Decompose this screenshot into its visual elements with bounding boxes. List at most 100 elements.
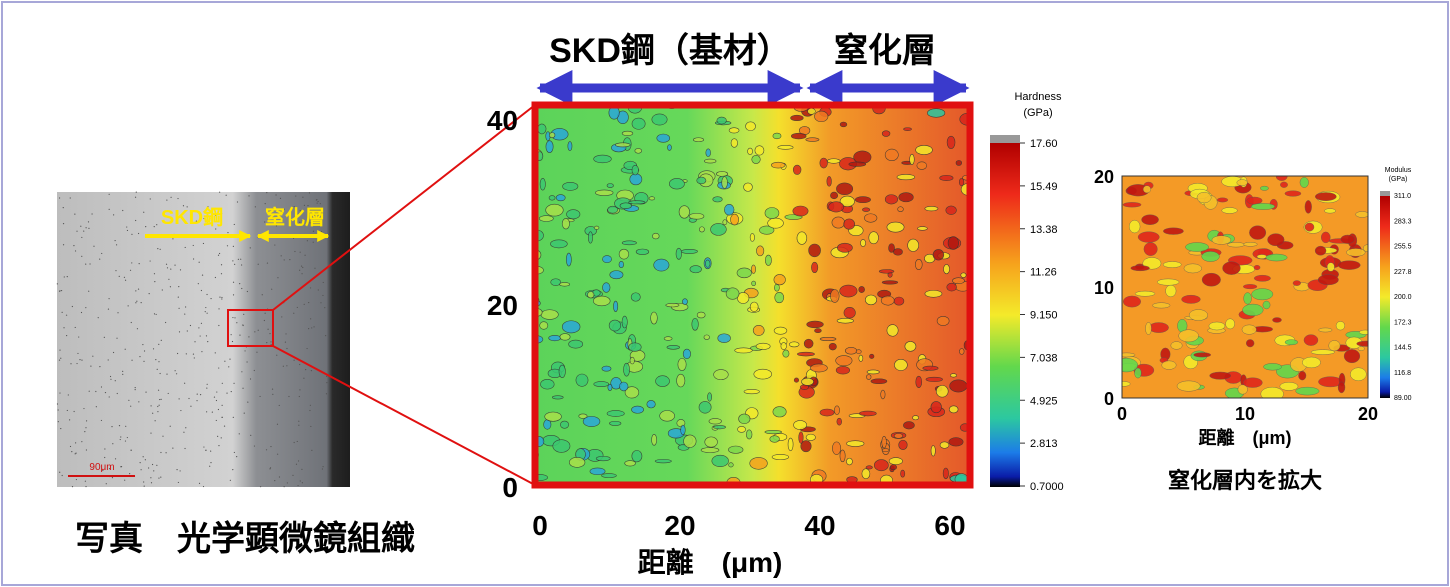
texture <box>266 449 267 450</box>
texture <box>63 223 64 224</box>
texture <box>781 343 787 350</box>
texture <box>713 425 725 428</box>
texture <box>619 249 629 259</box>
texture <box>1194 353 1211 358</box>
texture <box>1142 215 1159 225</box>
texture <box>77 353 78 354</box>
texture <box>144 350 145 351</box>
texture <box>885 149 898 161</box>
texture <box>206 294 207 295</box>
texture <box>682 299 687 305</box>
texture <box>829 202 844 212</box>
texture <box>156 314 157 315</box>
texture <box>170 197 171 198</box>
texture <box>233 383 234 384</box>
texture <box>1272 318 1281 323</box>
texture <box>797 352 814 356</box>
texture <box>887 222 904 232</box>
texture <box>168 279 169 280</box>
texture <box>207 313 208 314</box>
texture <box>804 339 813 348</box>
texture <box>60 358 61 359</box>
texture <box>215 352 216 353</box>
texture <box>120 436 121 437</box>
texture <box>1336 321 1345 330</box>
texture <box>716 171 727 176</box>
texture <box>810 364 827 372</box>
texture <box>120 439 121 440</box>
texture <box>689 213 704 219</box>
texture <box>170 426 171 427</box>
texture <box>218 255 219 256</box>
texture <box>885 195 897 204</box>
texture <box>889 244 895 253</box>
texture <box>111 426 112 427</box>
header-right: 窒化層 <box>834 32 936 70</box>
texture <box>607 183 613 187</box>
colorbar-label: 172.3 <box>1394 319 1412 326</box>
texture <box>270 341 271 342</box>
texture <box>849 162 866 167</box>
texture <box>707 393 711 402</box>
texture <box>267 329 268 330</box>
texture <box>317 202 318 203</box>
texture <box>1179 330 1199 342</box>
texture <box>1197 192 1211 203</box>
texture <box>879 270 894 274</box>
texture <box>262 294 263 295</box>
texture <box>215 277 216 278</box>
texture <box>277 454 278 455</box>
texture <box>286 365 287 366</box>
texture <box>806 138 819 142</box>
texture <box>320 302 321 303</box>
texture <box>224 361 225 362</box>
texture <box>113 352 114 353</box>
texture <box>115 458 116 459</box>
texture <box>178 297 179 298</box>
texture <box>814 111 828 122</box>
texture <box>724 204 734 215</box>
colorbar-label: 227.8 <box>1394 269 1412 276</box>
texture <box>59 392 60 393</box>
texture <box>882 449 889 452</box>
texture <box>62 312 63 313</box>
texture <box>632 165 639 175</box>
texture <box>959 349 964 355</box>
texture <box>104 337 105 338</box>
texture <box>874 460 888 471</box>
texture <box>201 351 202 352</box>
texture <box>201 290 202 291</box>
y-tick-label: 20 <box>487 290 518 321</box>
texture <box>209 466 210 467</box>
texture <box>854 151 871 164</box>
texture <box>226 195 227 196</box>
texture <box>837 243 852 252</box>
texture <box>925 290 942 297</box>
texture <box>283 366 284 367</box>
texture <box>320 203 321 204</box>
texture <box>67 410 68 411</box>
texture <box>216 391 217 392</box>
texture <box>135 197 136 198</box>
texture <box>609 320 621 331</box>
texture <box>193 353 194 354</box>
texture <box>88 221 89 222</box>
texture <box>752 281 756 286</box>
texture <box>286 348 287 349</box>
texture <box>231 391 232 392</box>
texture <box>905 341 916 351</box>
texture <box>576 374 588 386</box>
texture <box>89 391 90 392</box>
texture <box>115 240 116 241</box>
texture <box>310 426 311 427</box>
texture <box>307 240 308 241</box>
texture <box>871 379 887 384</box>
texture <box>150 405 151 406</box>
texture <box>138 289 139 290</box>
texture <box>1261 387 1284 401</box>
texture <box>247 291 248 292</box>
texture <box>1299 371 1307 380</box>
texture <box>198 327 199 328</box>
texture <box>219 253 220 254</box>
texture <box>119 276 120 277</box>
